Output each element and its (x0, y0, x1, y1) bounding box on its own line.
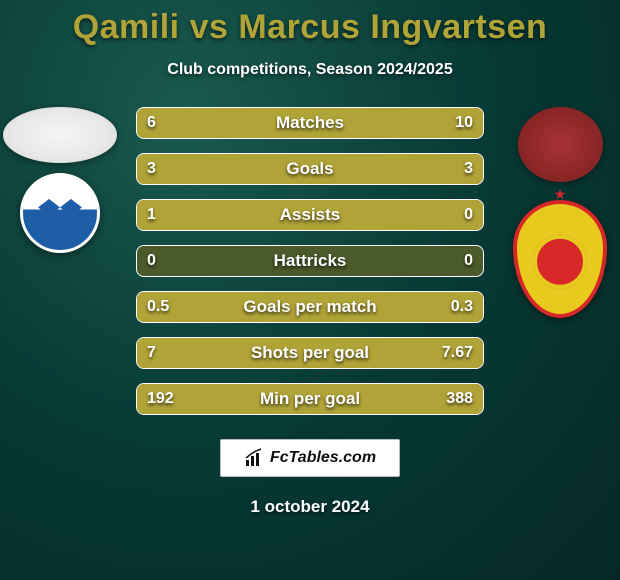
stat-row: 33Goals (136, 153, 484, 185)
stat-row: 10Assists (136, 199, 484, 231)
stat-label: Shots per goal (137, 338, 483, 368)
page-title: Qamili vs Marcus Ingvartsen (0, 0, 620, 47)
club-logo-right (513, 200, 607, 318)
stat-row: 77.67Shots per goal (136, 337, 484, 369)
footer-brand-text: FcTables.com (270, 449, 376, 467)
stat-row: 0.50.3Goals per match (136, 291, 484, 323)
club-logo-left (20, 173, 100, 253)
page-subtitle: Club competitions, Season 2024/2025 (0, 61, 620, 79)
stat-label: Assists (137, 200, 483, 230)
stat-label: Min per goal (137, 384, 483, 414)
player-photo-right (518, 107, 603, 182)
content-root: Qamili vs Marcus Ingvartsen Club competi… (0, 0, 620, 580)
left-player-column (0, 107, 120, 253)
stat-bars-container: 610Matches 33Goals 10Assists 00Hattricks 0.5… (136, 107, 484, 415)
stat-label: Hattricks (137, 246, 483, 276)
footer-brand-badge: FcTables.com (220, 439, 400, 477)
stat-label: Goals per match (137, 292, 483, 322)
player-photo-left (3, 107, 117, 163)
footer-date: 1 october 2024 (0, 497, 620, 517)
stat-label: Goals (137, 154, 483, 184)
stat-row: 610Matches (136, 107, 484, 139)
stats-area: 610Matches 33Goals 10Assists 00Hattricks 0.5… (0, 107, 620, 417)
right-player-column (500, 107, 620, 318)
stat-row: 00Hattricks (136, 245, 484, 277)
stat-label: Matches (137, 108, 483, 138)
chart-icon (244, 448, 264, 468)
stat-row: 192388Min per goal (136, 383, 484, 415)
